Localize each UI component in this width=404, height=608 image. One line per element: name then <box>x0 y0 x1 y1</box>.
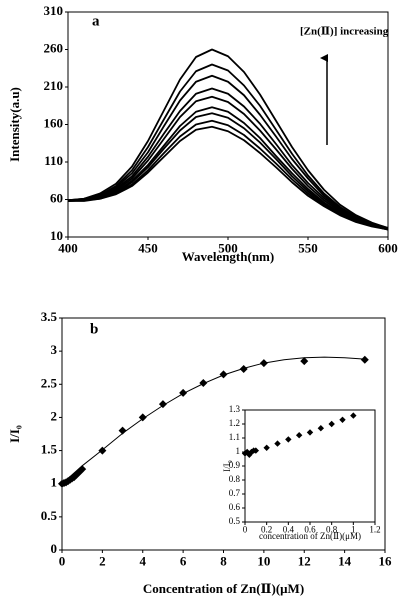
x-tick-label: 0.8 <box>326 525 338 535</box>
y-tick-label: 1.2 <box>229 418 240 428</box>
y-tick-label: 3 <box>51 342 58 357</box>
data-point <box>179 388 188 397</box>
y-axis-label: I/I₀ <box>7 425 22 443</box>
x-tick-label: 500 <box>218 240 238 255</box>
y-tick-label: 1 <box>51 475 58 490</box>
y-tick-label: 260 <box>44 40 64 55</box>
y-tick-label: 110 <box>44 153 63 168</box>
y-tick-label: 1.3 <box>229 404 241 414</box>
x-tick-label: 10 <box>257 553 270 568</box>
data-point <box>350 412 357 419</box>
data-point <box>328 420 335 428</box>
x-tick-label: 400 <box>58 240 78 255</box>
spectrum-line <box>68 125 389 231</box>
y-tick-label: 0.5 <box>229 516 241 526</box>
data-point <box>306 429 314 436</box>
data-point <box>78 465 87 474</box>
data-point <box>295 432 303 439</box>
data-point <box>219 370 228 379</box>
y-tick-label: 1 <box>236 446 241 456</box>
y-tick-label: 0.7 <box>229 488 241 498</box>
x-axis-label: Concentration of Zn(Ⅱ)(μM) <box>143 581 304 596</box>
x-tick-label: 450 <box>138 240 158 255</box>
annotation: [Zn(Ⅱ)] increasing <box>300 26 389 38</box>
x-tick-label: 0.2 <box>261 525 272 535</box>
data-point <box>252 447 260 454</box>
y-tick-label: 210 <box>44 78 64 93</box>
spectrum-line <box>67 74 389 230</box>
x-tick-label: 14 <box>338 553 352 568</box>
data-point <box>239 365 248 374</box>
y-tick-label: 60 <box>50 190 63 205</box>
spectrum-line <box>67 87 389 230</box>
data-point <box>285 436 292 443</box>
data-point <box>118 426 127 435</box>
data-point <box>274 440 281 447</box>
y-axis-label: I/I₀ <box>222 460 232 472</box>
x-tick-label: 0 <box>59 553 66 568</box>
data-point <box>300 357 309 366</box>
data-point <box>199 378 208 387</box>
y-tick-label: 3.5 <box>41 309 58 324</box>
y-tick-label: 310 <box>44 3 64 18</box>
panel-label: a <box>92 13 100 29</box>
data-point <box>317 425 325 432</box>
y-tick-label: 0.9 <box>229 460 241 470</box>
spectrum-line <box>67 48 389 229</box>
spectrum-line <box>67 95 389 230</box>
y-tick-label: 2.5 <box>41 375 58 390</box>
panel-label: b <box>90 321 98 337</box>
x-tick-label: 0.4 <box>283 525 295 535</box>
x-tick-label: 1 <box>351 525 356 535</box>
y-tick-label: 0.5 <box>41 508 58 523</box>
x-tick-label: 1.2 <box>369 525 380 535</box>
x-tick-label: 0 <box>243 525 248 535</box>
x-tick-label: 550 <box>298 240 318 255</box>
data-point <box>98 446 107 455</box>
x-axis-label: concentration of Zn(Ⅱ)(μM) <box>259 531 361 541</box>
plot-frame <box>244 409 376 523</box>
x-tick-label: 16 <box>379 553 393 568</box>
y-axis-label: Intensity(a.u) <box>7 87 22 162</box>
data-point <box>339 416 346 423</box>
spectrum-line <box>67 63 389 229</box>
y-tick-label: 160 <box>44 115 64 130</box>
y-tick-label: 1.5 <box>41 442 58 457</box>
x-tick-label: 4 <box>140 553 147 568</box>
data-point <box>138 413 147 422</box>
y-tick-label: 0 <box>51 541 58 556</box>
data-point <box>360 355 369 364</box>
data-point <box>259 359 268 368</box>
fit-line <box>61 356 365 485</box>
data-point <box>263 444 270 451</box>
y-tick-label: 0.6 <box>229 502 241 512</box>
y-tick-label: 2 <box>51 408 58 423</box>
x-tick-label: 600 <box>378 240 398 255</box>
y-tick-label: 0.8 <box>229 474 241 484</box>
x-tick-label: 8 <box>220 553 227 568</box>
data-point <box>158 400 167 409</box>
x-tick-label: 2 <box>99 553 106 568</box>
y-tick-label: 10 <box>50 228 63 243</box>
x-tick-label: 6 <box>180 553 187 568</box>
data-point <box>248 448 255 456</box>
y-tick-label: 1.1 <box>229 432 240 442</box>
x-axis-label: Wavelength(nm) <box>182 249 274 264</box>
x-tick-label: 12 <box>298 553 311 568</box>
x-tick-label: 0.6 <box>304 525 316 535</box>
